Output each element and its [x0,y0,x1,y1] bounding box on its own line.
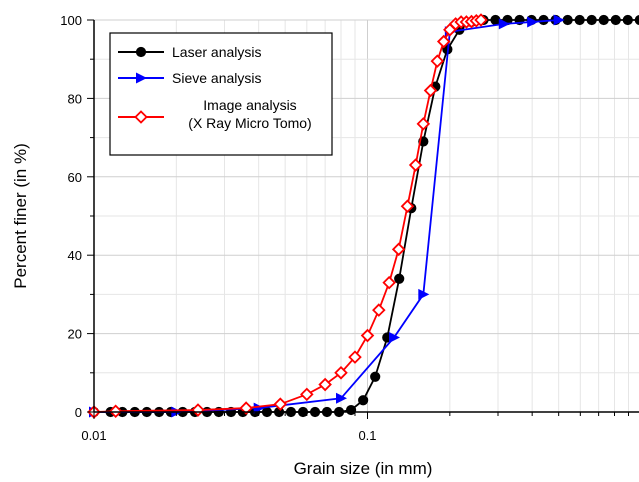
data-point-image-analysis [474,13,488,27]
data-point-sieve-analysis [253,402,265,414]
data-point-sieve-analysis [527,16,539,28]
data-point-laser-analysis [394,273,405,284]
y-tick-label: 100 [60,13,82,28]
legend-marker-laser-analysis [135,46,147,58]
data-point-sieve-analysis [553,14,565,26]
x-axis-label: Grain size (in mm) [294,459,433,478]
data-point-image-analysis [400,199,415,213]
data-point-image-analysis [360,328,375,343]
data-point-image-analysis [391,242,406,257]
data-point-sieve-analysis [418,288,430,300]
data-point-image-analysis [273,397,288,411]
data-point-laser-analysis [610,14,621,26]
x-tick-label: 0.1 [358,428,376,443]
series-image-analysis [87,13,488,419]
data-point-image-analysis [334,366,348,380]
y-tick-label: 0 [75,405,82,420]
legend-marker-image-analysis [134,110,148,124]
legend-box [109,32,333,156]
data-point-sieve-analysis [335,392,347,404]
legend-items: Laser analysis Sieve analysis Image analys… [118,44,312,131]
data-point-laser-analysis [574,14,585,26]
legend-label-laser-analysis: Laser analysis [172,44,262,60]
data-point-image-analysis [382,275,396,290]
legend: Laser analysis Sieve analysis Image analys… [109,32,333,156]
data-point-laser-analysis [370,371,381,382]
x-tick-label: 0.01 [81,428,106,443]
data-point-sieve-analysis [389,332,401,344]
data-point-laser-analysis [598,14,609,26]
data-point-laser-analysis [634,14,639,26]
legend-marker-sieve-analysis [136,72,147,84]
data-point-laser-analysis [358,395,369,406]
y-tick-label: 40 [68,248,82,263]
data-point-image-analysis [239,401,253,415]
data-point-laser-analysis [490,14,501,26]
data-point-laser-analysis [345,404,357,416]
axes: 0.01 0.1 0 20 40 60 80 100 [60,13,639,443]
data-point-image-analysis [408,158,423,172]
data-point-laser-analysis [622,14,633,26]
y-tick-label: 80 [68,91,82,106]
data-point-image-analysis [191,403,205,417]
data-point-image-analysis [348,350,362,364]
data-point-laser-analysis [586,14,597,26]
data-point-image-analysis [436,34,451,49]
y-tick-label: 20 [68,327,82,342]
data-point-image-analysis [372,303,386,317]
legend-label-image-analysis: Image analysis [203,97,296,113]
data-point-image-analysis [318,377,332,392]
y-axis-label: Percent finer (in %) [11,143,30,289]
legend-label-sieve-analysis: Sieve analysis [172,70,262,86]
data-point-image-analysis [423,83,438,98]
y-tick-label: 60 [68,170,82,185]
data-point-sieve-analysis [498,18,510,30]
series-layer [87,13,639,419]
data-point-image-analysis [416,117,431,131]
data-point-image-analysis [430,54,445,68]
data-point-image-analysis [300,387,314,402]
legend-label-image-analysis: (X Ray Micro Tomo) [188,115,311,131]
data-point-image-analysis [108,404,123,418]
